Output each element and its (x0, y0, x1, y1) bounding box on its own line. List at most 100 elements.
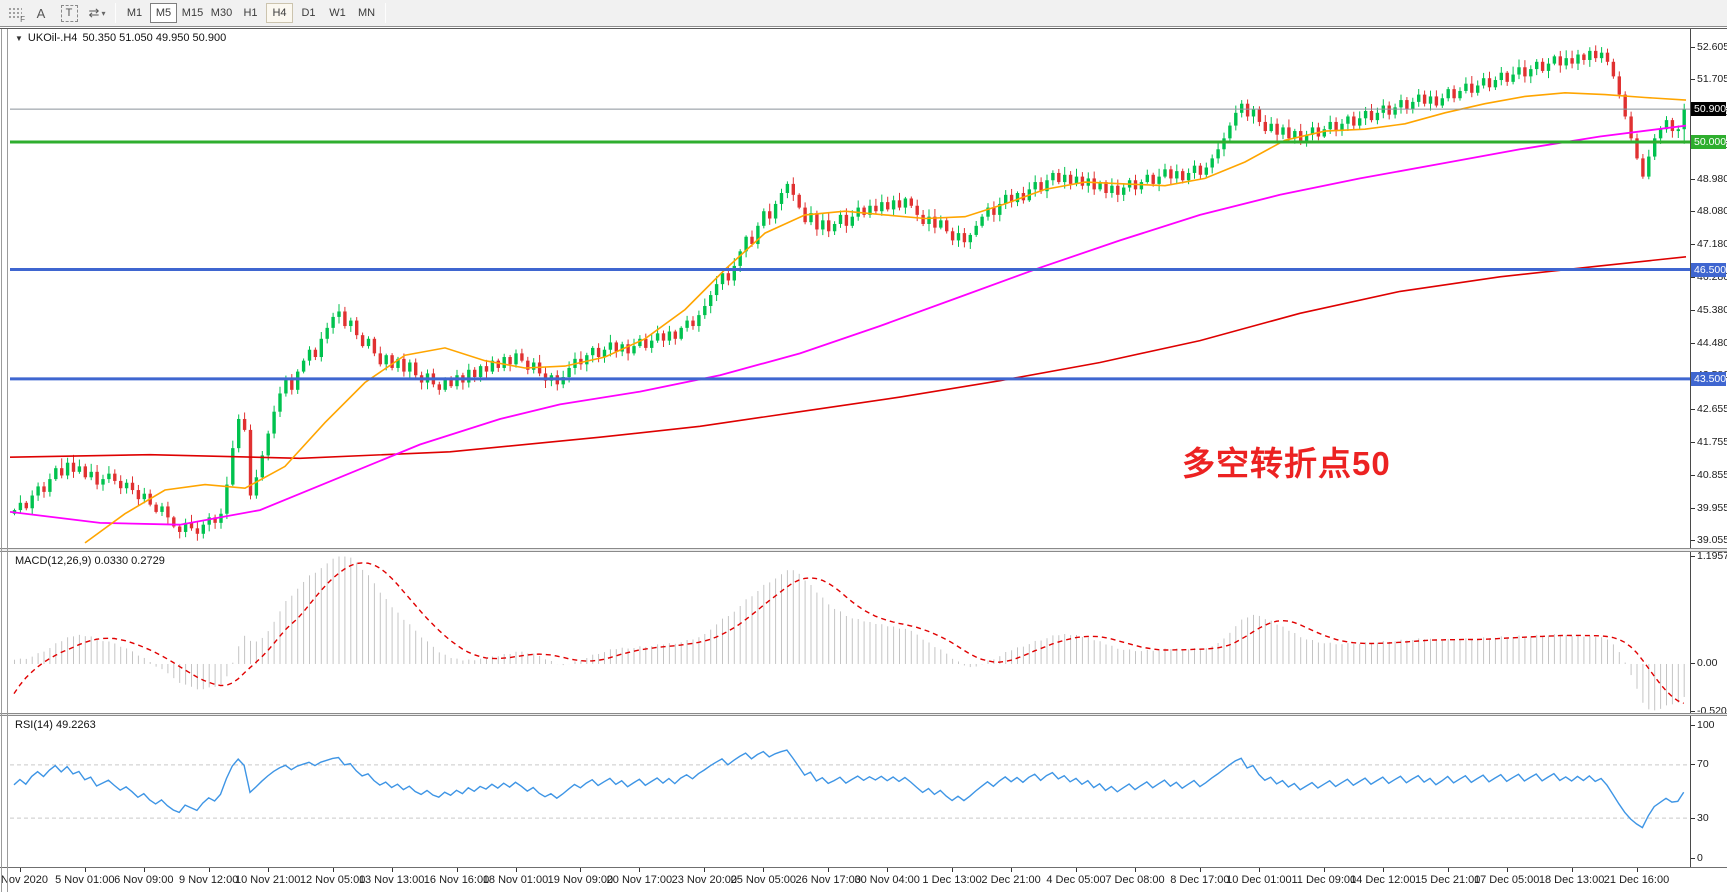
time-label: 25 Nov 05:00 (730, 874, 797, 886)
rsi-tick-label: 30 (1691, 812, 1726, 825)
macd-tick-label: 0.00 (1691, 657, 1726, 670)
dropdown-caret-icon[interactable]: ▾ (101, 8, 106, 18)
panel-splitter[interactable] (0, 713, 1727, 716)
panel-splitter[interactable] (0, 548, 1727, 552)
time-label: 5 Nov 01:00 (55, 874, 115, 886)
rsi-label: RSI(14) 49.2263 (15, 719, 96, 731)
time-label: 19 Nov 09:00 (547, 874, 614, 886)
timeframe-button-H4[interactable]: H4 (266, 3, 293, 23)
text-box-glyph: T (60, 4, 78, 22)
time-label: 30 Nov 04:00 (854, 874, 920, 886)
cycle-lines-tool-glyph: ⇄ (88, 5, 100, 20)
horizontal-lines-layer (10, 108, 1690, 381)
time-label: 2 Dec 21:00 (981, 874, 1041, 886)
grip-indicator-tool-icon[interactable]: F (4, 3, 26, 24)
cycle-lines-tool-icon[interactable]: ⇄ ▾ (84, 3, 110, 24)
time-tick (580, 868, 582, 872)
time-label: 11 Dec 09:00 (1291, 874, 1357, 886)
time-tick (763, 868, 765, 872)
time-label: 21 Dec 16:00 (1603, 874, 1670, 886)
time-tick (1323, 868, 1325, 872)
price-badge: 50.900 (1691, 102, 1726, 117)
price-badge: 43.500 (1691, 371, 1726, 386)
rsi-tick-label: 100 (1691, 719, 1726, 732)
time-label: 6 Nov 09:00 (114, 874, 174, 886)
toolbar-separator (115, 3, 116, 23)
price-tick-label: 47.180 (1691, 238, 1727, 251)
rsi-panel[interactable]: RSI(14) 49.2263 (10, 716, 1691, 867)
macd-signal-line (13, 562, 1684, 704)
text-label-tool-glyph: A (36, 5, 46, 21)
time-label: 7 Dec 08:00 (1105, 874, 1165, 886)
time-tick (456, 868, 458, 872)
chart-window: ▼ UKOil-.H4 50.350 51.050 49.950 50.900 … (0, 28, 1727, 892)
time-tick (208, 868, 210, 872)
time-label: 18 Dec 13:00 (1538, 874, 1605, 886)
toolbar: F A T ⇄ ▾ M1 M5 M15 M30 H1 H4 D1 W1 MN (0, 0, 1727, 27)
grip-dots-icon (8, 7, 22, 19)
time-axis[interactable]: 3 Nov 2020 5 Nov 01:006 Nov 09:00 9 Nov 12… (0, 867, 1727, 892)
timeframe-buttons-group: M1 M5 M15 M30 H1 H4 D1 W1 MN (120, 3, 381, 23)
time-label: 10 Nov 21:00 (234, 874, 301, 886)
time-label: 23 Nov 20:00 (671, 874, 738, 886)
text-box-tool-icon[interactable]: T (56, 3, 82, 24)
window-left-edge (1, 29, 2, 892)
time-label: 15 Dec 21:00 (1414, 874, 1481, 886)
macd-label: MACD(12,26,9) 0.0330 0.2729 (15, 555, 165, 567)
timeframe-button-D1[interactable]: D1 (301, 7, 316, 19)
time-tick (1199, 868, 1201, 872)
time-label: 17 Dec 05:00 (1473, 874, 1540, 886)
main-chart-plot[interactable]: ▼ UKOil-.H4 50.350 51.050 49.950 50.900 … (10, 29, 1691, 548)
time-tick (1382, 868, 1384, 872)
timeframe-button-M30[interactable]: M30 (210, 7, 233, 19)
time-label: 3 Nov 2020 (0, 874, 49, 886)
time-label: 14 Dec 12:00 (1350, 874, 1416, 886)
price-badge: 50.000 (1691, 134, 1726, 149)
time-label: 26 Nov 17:00 (795, 874, 861, 886)
time-label: 8 Dec 17:00 (1170, 874, 1230, 886)
time-label: 9 Nov 12:00 (179, 874, 239, 886)
price-axis[interactable]: 52.60551.70550.80549.90548.98048.08047.1… (1691, 29, 1727, 548)
symbol-period-label: UKOil-.H4 (27, 32, 78, 44)
price-tick-label: 45.380 (1691, 304, 1727, 317)
time-tick (704, 868, 706, 872)
ohlc-values: 50.350 51.050 49.950 50.900 (82, 32, 227, 44)
timeframe-button-W1[interactable]: W1 (329, 7, 346, 19)
grip-f-label: F (20, 14, 25, 24)
rsi-line (13, 749, 1685, 829)
timeframe-button-MN[interactable]: MN (357, 7, 376, 19)
chart-title: ▼ UKOil-.H4 50.350 51.050 49.950 50.900 (15, 32, 226, 44)
price-tick-label: 39.955 (1691, 502, 1727, 515)
macd-panel[interactable]: MACD(12,26,9) 0.0330 0.2729 (10, 552, 1691, 713)
time-label: 13 Nov 13:00 (358, 874, 425, 886)
rsi-axis[interactable]: 100 70 30 0 (1691, 716, 1726, 867)
time-label: 10 Dec 01:00 (1226, 874, 1292, 886)
time-tick (1636, 868, 1638, 872)
time-tick (391, 868, 393, 872)
price-tick-label: 39.055 (1691, 534, 1727, 547)
timeframe-button-M1[interactable]: M1 (126, 7, 143, 19)
price-tick-label: 41.755 (1691, 436, 1727, 449)
price-tick-label: 44.480 (1691, 337, 1727, 350)
text-label-tool-icon[interactable]: A (28, 3, 54, 24)
timeframe-button-H1[interactable]: H1 (243, 7, 258, 19)
time-tick (952, 868, 954, 872)
time-tick (1011, 868, 1013, 872)
ma-mid-magenta-line (10, 124, 1687, 526)
collapse-icon[interactable]: ▼ (15, 33, 23, 43)
time-label: 4 Dec 05:00 (1046, 874, 1106, 886)
macd-tick-label: 1.1957 (1691, 550, 1727, 563)
time-tick (639, 868, 641, 872)
rsi-tick-label: 0 (1691, 852, 1726, 865)
timeframe-button-M15[interactable]: M15 (181, 7, 204, 19)
time-tick (1135, 868, 1136, 872)
time-tick (143, 868, 145, 872)
price-annotation-text[interactable]: 多空转折点50 (1182, 445, 1391, 482)
ma-slow-red-line (10, 256, 1687, 460)
time-tick (267, 868, 269, 872)
timeframe-button-M5[interactable]: M5 (150, 3, 177, 23)
time-tick (887, 868, 889, 872)
time-label: 12 Nov 05:00 (299, 874, 366, 886)
macd-histogram (14, 556, 1685, 711)
